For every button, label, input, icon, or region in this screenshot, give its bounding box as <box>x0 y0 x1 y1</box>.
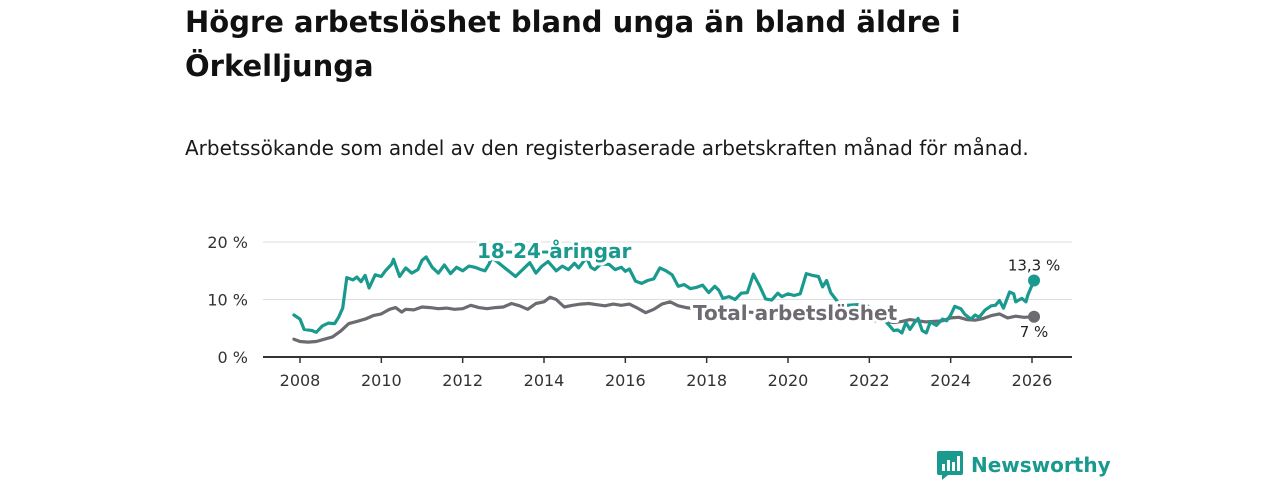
end-label-total: 7 % <box>1020 323 1049 341</box>
x-tick-label: 2010 <box>361 371 402 390</box>
y-axis: 0 % 10 % 20 % <box>207 233 248 367</box>
x-axis: 2008 2010 2012 2014 2016 2018 2020 2022 2024 2026 <box>263 356 1072 390</box>
series-line-youth <box>292 255 1036 335</box>
y-tick-label: 20 % <box>207 233 248 252</box>
x-tick-label: 2012 <box>442 371 483 390</box>
gridlines <box>263 241 1072 300</box>
chart-subtitle: Arbetssökande som andel av den registerb… <box>185 136 1029 160</box>
x-tick-label: 2020 <box>768 371 809 390</box>
brand-name: Newsworthy <box>971 453 1111 477</box>
series-label-total: Total arbetslöshet <box>693 301 898 325</box>
series-line-total <box>292 295 1036 344</box>
chart-title: Högre arbetslöshet bland unga än bland ä… <box>185 5 961 83</box>
series-label-youth: 18-24-åringar <box>477 239 632 263</box>
series-labels: 13,3 %7 %18-24-åringar18-24-åringarTotal… <box>474 236 1060 341</box>
x-tick-label: 2016 <box>605 371 646 390</box>
end-label-youth: 13,3 % <box>1008 257 1060 275</box>
x-tick-label: 2026 <box>1012 371 1053 390</box>
x-tick-label: 2018 <box>686 371 727 390</box>
y-tick-label: 0 % <box>218 348 248 367</box>
x-tick-label: 2014 <box>524 371 565 390</box>
end-point-youth <box>1028 274 1041 287</box>
y-tick-label: 10 % <box>207 291 248 310</box>
series-label-total-halo: Total arbetslöshet <box>693 301 898 325</box>
brand-logo: Newsworthy <box>936 448 1111 482</box>
series-lines <box>292 255 1041 344</box>
x-tick-label: 2022 <box>849 371 890 390</box>
end-point-total <box>1028 310 1041 323</box>
series-label-youth-halo: 18-24-åringar <box>477 239 632 263</box>
x-tick-label: 2024 <box>930 371 971 390</box>
x-tick-label: 2008 <box>280 371 321 390</box>
bar-chart-logo-icon <box>937 451 963 480</box>
